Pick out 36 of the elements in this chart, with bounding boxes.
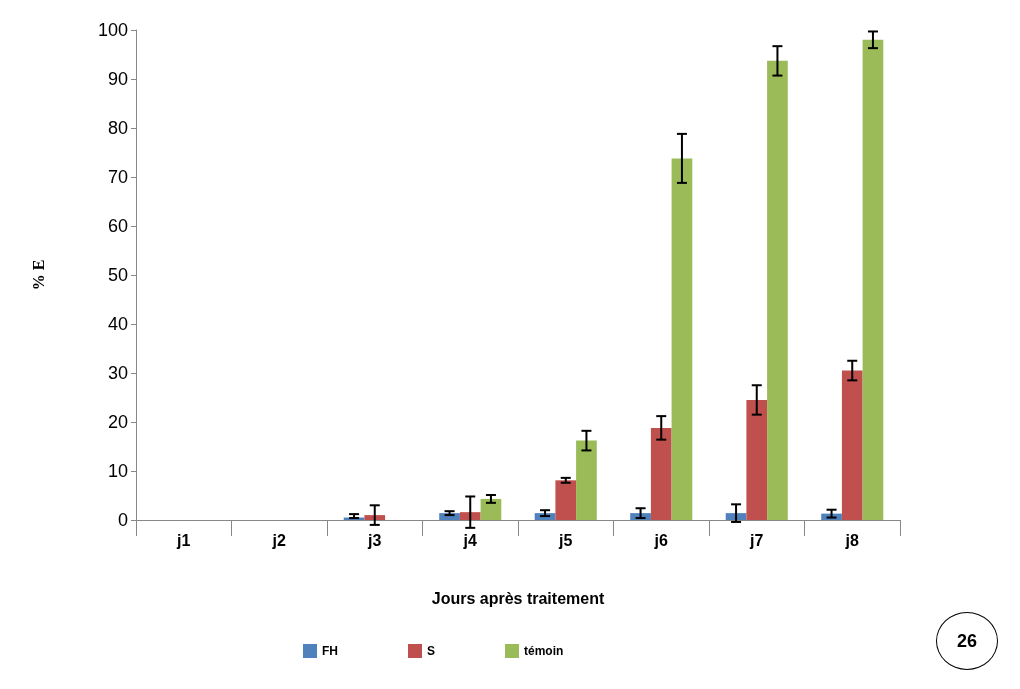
legend-label: FH: [322, 644, 338, 658]
y-tick-label: 60: [107, 216, 128, 236]
bar: [576, 440, 597, 520]
x-tick-label: j8: [844, 531, 860, 549]
text: 26: [936, 612, 998, 670]
bar: [555, 480, 577, 520]
y-tick-label: 10: [107, 461, 128, 481]
x-tick-label: j3: [367, 531, 382, 549]
x-axis-title: Jours après traitement: [431, 589, 605, 607]
x-tick-label: j6: [653, 531, 669, 549]
x-tick-label: j4: [462, 531, 478, 549]
bar: [480, 498, 502, 520]
y-tick-label: 50: [107, 265, 128, 285]
bar: [671, 158, 693, 520]
bar: [364, 515, 386, 520]
x-tick-label: j2: [271, 531, 287, 549]
legend-label: témoin: [524, 644, 564, 658]
y-tick-label: 80: [107, 118, 128, 138]
x-tick-label: j1: [176, 531, 191, 549]
y-tick-label: 20: [107, 412, 128, 432]
y-tick-label: 90: [107, 69, 128, 89]
bar: [862, 39, 884, 520]
y-tick-label: 30: [107, 363, 128, 383]
y-axis-title: % E: [29, 259, 47, 291]
y-tick-label: 0: [117, 510, 128, 530]
y-tick-label: 70: [107, 167, 128, 187]
bar: [650, 427, 672, 520]
bar: [746, 399, 768, 520]
bar: [841, 370, 863, 520]
legend-label: S: [427, 644, 436, 658]
bar: [767, 60, 788, 520]
x-tick-label: j5: [558, 531, 573, 549]
y-tick-label: 100: [97, 20, 128, 40]
y-tick-label: 40: [107, 314, 128, 334]
x-tick-label: j7: [749, 531, 764, 549]
bar: [459, 512, 481, 520]
